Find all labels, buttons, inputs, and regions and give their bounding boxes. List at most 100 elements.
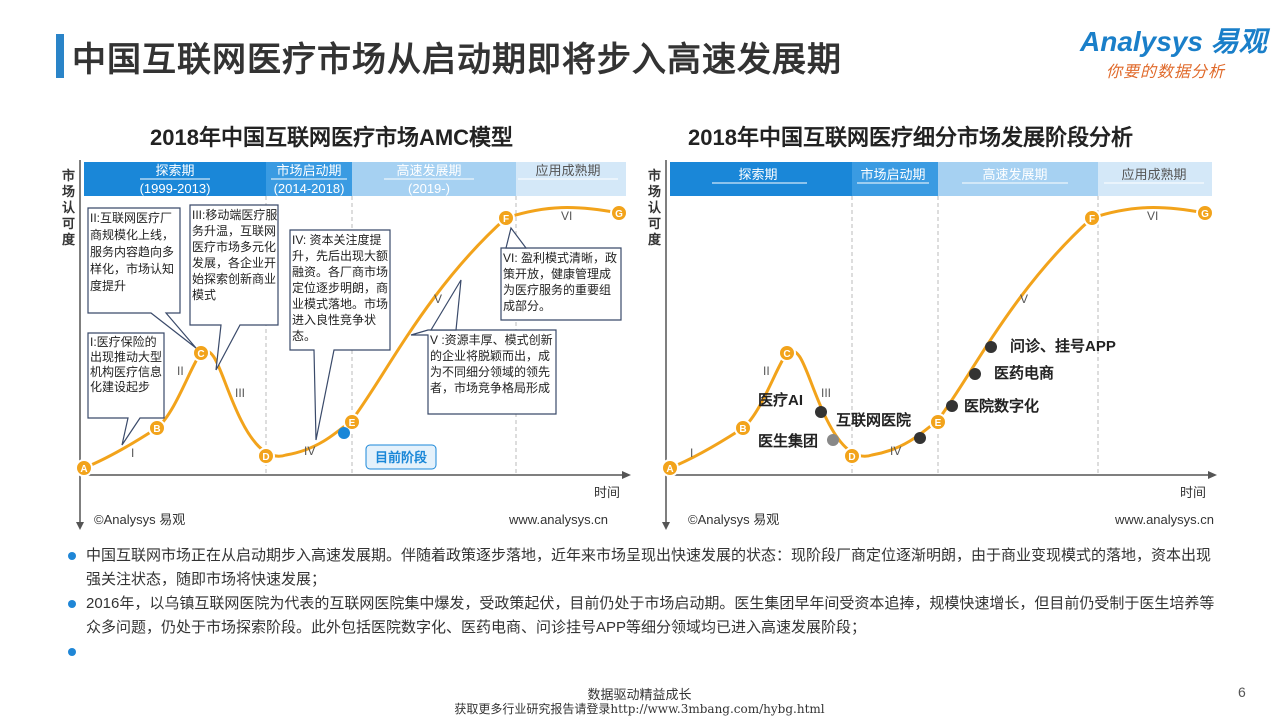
y-label-char-4: 可 (648, 216, 661, 231)
bullet-1-text: 中国互联网市场正在从启动期步入高速发展期。伴随着政策逐步落地，近年来市场呈现出快… (86, 547, 1212, 588)
point-b-label: B (153, 424, 160, 435)
segment-internet-hospital-dot (914, 432, 926, 444)
phase-1-label: 探索期 (738, 167, 777, 182)
phase-band-3 (938, 162, 1098, 196)
segment-internet-hospital-label: 互联网医院 (836, 411, 911, 429)
segment-hospital-digitalization-dot (946, 400, 958, 412)
phase-3-label: 高速发展期 (982, 167, 1047, 182)
callout-iv-box (289, 229, 391, 441)
summary-bullets: 中国互联网市场正在从启动期步入高速发展期。伴随着政策逐步落地，近年来市场呈现出快… (66, 544, 1216, 664)
phase-1-label: 探索期 (155, 163, 194, 178)
phase-4-label: 应用成熟期 (535, 163, 600, 178)
point-d: D (843, 447, 861, 465)
point-e: E (343, 413, 361, 431)
point-c-label: C (783, 349, 790, 360)
segment-pharma-ecommerce-dot (969, 368, 981, 380)
callout-v: V :资源丰厚、模式创新的企业将脱颖而出，成为不同细分领域的领先者，市场竞争格局… (410, 279, 557, 415)
title-accent-bar (56, 34, 64, 78)
point-e-label: E (935, 418, 942, 429)
point-g-label: G (1201, 209, 1209, 220)
point-a-label: A (80, 464, 87, 475)
logo-slogan: 你要的数据分析 (1106, 64, 1226, 81)
amc-curve (83, 206, 620, 470)
phase-band-1 (670, 162, 852, 196)
footer-slogan: 数据驱动精益成长 (587, 687, 692, 702)
logo-brand: Analysys 易观 (1080, 26, 1267, 57)
stage-ii: II (177, 364, 184, 378)
point-e-label: E (349, 418, 356, 429)
segment-pharma-ecommerce-label: 医药电商 (994, 364, 1054, 382)
callout-i-text: I:医疗保险的出现推动大型机构医疗信息化建设起步 (90, 335, 163, 394)
callout-vi-fo: VI: 盈利模式清晰，政策开放，健康管理成为医疗服务的重要组成部分。 (503, 251, 617, 313)
y-label-char-2: 场 (648, 184, 661, 199)
x-axis-arrow (1208, 471, 1217, 479)
segment-doctor-group: 医生集团 (758, 432, 839, 450)
segment-doctor-group-label: 医生集团 (758, 432, 818, 450)
point-g: G (610, 204, 628, 222)
stage-ii: II (763, 364, 770, 378)
y-label-char-1: 市 (62, 168, 75, 183)
point-a-label: A (666, 464, 673, 475)
callout-iii: III:移动端医疗服务升温，互联网医疗市场多元化发展，各企业开始探索创新商业模式 (189, 204, 279, 371)
callout-vi: VI: 盈利模式清晰，政策开放，健康管理成为医疗服务的重要组成部分。 (500, 226, 622, 321)
stage-iv: IV (304, 444, 315, 458)
callout-i: I:医疗保险的出现推动大型机构医疗信息化建设起步 (87, 332, 165, 446)
stage-iv: IV (890, 444, 901, 458)
segment-medical-ai-label: 医疗AI (758, 391, 803, 409)
callout-iii-fo: III:移动端医疗服务升温，互联网医疗市场多元化发展，各企业开始探索创新商业模式 (192, 208, 278, 302)
point-b: B (734, 419, 752, 437)
stage-vi: VI (561, 209, 572, 223)
callout-v-pointer (429, 279, 462, 331)
y-label-char-5: 度 (648, 232, 662, 247)
callout-v-fo: V :资源丰厚、模式创新的企业将脱颖而出，成为不同细分领域的领先者，市场竞争格局… (430, 333, 553, 395)
callout-ii: II:互联网医疗厂商规模化上线，服务内容趋向多样化，市场认知度提升 (87, 207, 197, 349)
y-label-char-5: 度 (62, 232, 76, 247)
point-c: C (192, 344, 210, 362)
y-label-char-1: 市 (648, 168, 661, 183)
phase-band-4 (1098, 162, 1212, 196)
point-a: A (661, 459, 679, 477)
y-label-char-3: 认 (648, 200, 662, 215)
callout-iv-fo: IV: 资本关注度提升，先后出现大额融资。各厂商市场定位逐步明朗，商业模式落地。… (292, 233, 388, 343)
y-axis-label: 市 场 认 可 度 (648, 168, 665, 247)
bullet-3 (66, 640, 1216, 664)
point-b: B (148, 419, 166, 437)
segment-consult-app-dot (985, 341, 997, 353)
callout-i-box (87, 332, 165, 446)
callout-ii-text: II:互联网医疗厂商规模化上线，服务内容趋向多样化，市场认知度提升 (90, 211, 175, 293)
segment-consult-app-label: 问诊、挂号APP (1010, 337, 1116, 355)
phase-4-label: 应用成熟期 (1121, 167, 1186, 182)
x-axis-label: 时间 (594, 485, 620, 500)
segment-pharma-ecommerce: 医药电商 (969, 364, 1054, 382)
footer-notice: 获取更多行业研究报告请登录http://www.3mbang.com/hybg.… (454, 702, 825, 716)
stage-vi: VI (1147, 209, 1158, 223)
segment-doctor-group-dot (827, 434, 839, 446)
point-f: F (497, 209, 515, 227)
bullet-dot (68, 600, 76, 608)
bullet-dot (68, 552, 76, 560)
point-g: G (1196, 204, 1214, 222)
stage-iii: III (235, 386, 245, 400)
callout-iii-text: III:移动端医疗服务升温，互联网医疗市场多元化发展，各企业开始探索创新商业模式 (192, 208, 278, 302)
left-site: www.analysys.cn (508, 512, 608, 527)
segment-stage-diagram: 市 场 认 可 度 时间 探索期 市场启动期 高速发展期 应用成熟期 A B C… (648, 160, 1217, 530)
y-label-char-4: 可 (62, 216, 75, 231)
y-label-char-2: 场 (62, 184, 75, 199)
phase-3-label: 高速发展期 (396, 163, 461, 178)
callout-iii-box (189, 204, 279, 371)
current-stage-marker (338, 427, 350, 439)
point-f: F (1083, 209, 1101, 227)
y-label-char-3: 认 (62, 200, 76, 215)
amc-model-diagram: 市 场 认 可 度 时间 探索期 (1999-2013) 市场启动期 (2014… (62, 160, 631, 530)
segment-medical-ai: 医疗AI (758, 391, 827, 418)
analysys-logo: Analysys 易观 你要的数据分析 (1080, 20, 1267, 81)
y-axis-arrow (76, 522, 84, 530)
point-d-label: D (262, 452, 269, 463)
segment-medical-ai-dot (815, 406, 827, 418)
point-d: D (257, 447, 275, 465)
x-axis-label: 时间 (1180, 485, 1206, 500)
point-a: A (75, 459, 93, 477)
bullet-dot (68, 648, 76, 656)
segment-internet-hospital: 互联网医院 (836, 411, 926, 444)
right-source: ©Analysys 易观 (688, 512, 779, 527)
